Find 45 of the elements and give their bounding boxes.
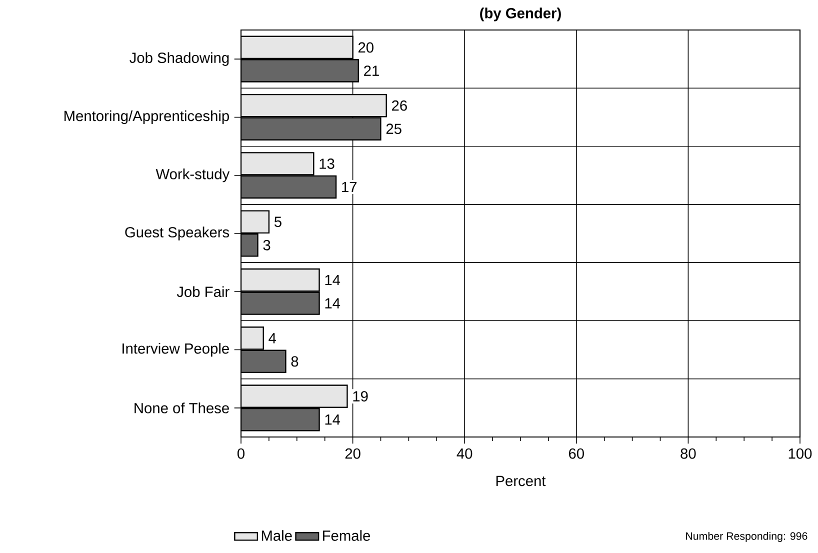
bar — [241, 152, 314, 176]
data-label: 19 — [353, 391, 368, 402]
bar — [241, 384, 348, 408]
bar — [241, 117, 382, 140]
data-label: 8 — [291, 356, 298, 367]
x-tick-label: 80 — [680, 448, 696, 459]
data-label: 14 — [325, 414, 340, 425]
y-tick-label: Interview People — [122, 342, 229, 357]
data-label: 14 — [325, 274, 340, 286]
x-tick-label: 0 — [237, 448, 244, 459]
bar — [241, 350, 286, 374]
text: Number Responding: 996 — [686, 532, 808, 542]
data-label: 21 — [364, 66, 379, 76]
data-label: 17 — [342, 182, 357, 192]
y-tick-label: Job Shadowing — [130, 52, 229, 66]
y-tick-label: None of These — [134, 402, 229, 414]
data-label: 25 — [386, 124, 402, 134]
bar — [241, 175, 337, 199]
y-tick-label: Guest Speakers — [125, 226, 230, 240]
bar — [241, 94, 387, 118]
bar — [241, 326, 264, 350]
data-label: 26 — [392, 100, 407, 111]
bar — [241, 408, 320, 432]
data-label: 4 — [268, 333, 276, 344]
bar — [241, 59, 359, 82]
bar — [241, 292, 320, 315]
data-label: 5 — [274, 216, 282, 227]
x-tick-label: 60 — [568, 448, 584, 459]
y-tick-label: Work-study — [156, 168, 230, 182]
legend-label: Female — [323, 530, 370, 541]
chart-title: (by Gender) — [480, 8, 561, 22]
bar — [241, 36, 354, 60]
data-label: 13 — [320, 158, 334, 169]
data-label: 3 — [263, 240, 270, 250]
x-tick-label: 40 — [456, 448, 472, 459]
x-tick-label: 100 — [788, 448, 812, 459]
data-label: 20 — [358, 42, 374, 53]
x-axis-title: Percent — [496, 476, 546, 486]
bar — [241, 268, 320, 292]
x-tick-label: 20 — [345, 448, 360, 459]
legend-label: Male — [262, 530, 292, 541]
y-tick-label: Mentoring/Apprenticeship — [64, 110, 229, 124]
data-label: 14 — [325, 298, 340, 308]
y-tick-label: Job Fair — [176, 286, 230, 298]
bar — [241, 210, 270, 234]
